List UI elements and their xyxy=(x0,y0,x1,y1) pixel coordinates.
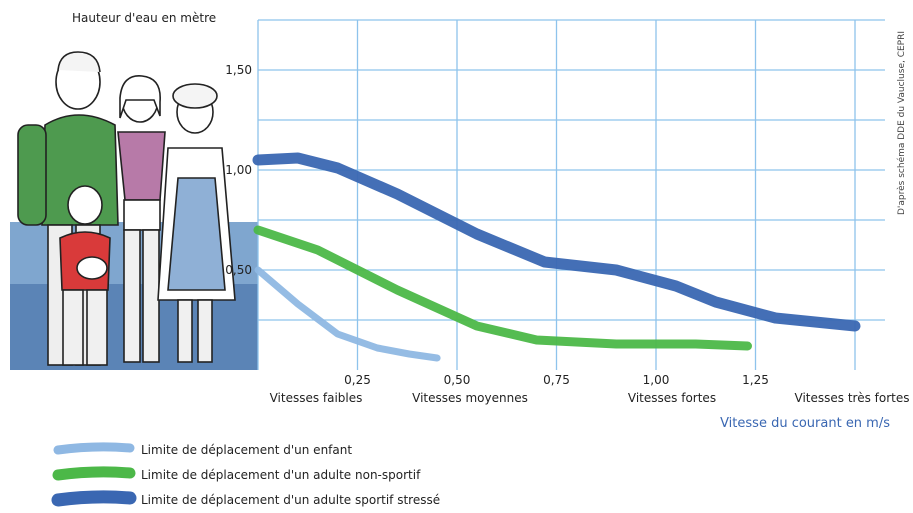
speed-zone-label: Vitesses très fortes xyxy=(795,391,910,405)
legend-swatch xyxy=(52,466,136,481)
y-tick-label: 1,00 xyxy=(225,163,252,177)
series-line xyxy=(253,225,752,351)
series-line xyxy=(254,266,441,362)
x-tick-label: 0,75 xyxy=(543,373,570,387)
credit-text: D'après schéma DDE du Vaucluse, CEPRI xyxy=(896,31,907,215)
speed-zone-labels: Vitesses faibles Vitesses moyennes Vitesse… xyxy=(270,391,910,405)
x-tick-label: 0,25 xyxy=(344,373,371,387)
x-tick-label: 0,50 xyxy=(444,373,471,387)
legend-label: Limite de déplacement d'un adulte non-sp… xyxy=(141,468,421,482)
series-line xyxy=(252,152,861,332)
legend: Limite de déplacement d'un enfant Limite … xyxy=(51,442,440,507)
legend-swatch xyxy=(51,490,137,507)
legend-label: Limite de déplacement d'un enfant xyxy=(141,443,352,457)
woman-figure xyxy=(117,75,166,363)
speed-zone-label: Vitesses faibles xyxy=(270,391,363,405)
x-axis-label: Vitesse du courant en m/s xyxy=(720,416,890,431)
child-figure xyxy=(59,185,111,366)
y-axis-ticks: 0,501,001,502,00 xyxy=(225,63,252,277)
x-tick-label: 1,25 xyxy=(742,373,769,387)
x-tick-label: 1,00 xyxy=(643,373,670,387)
speed-zone-label: Vitesses fortes xyxy=(628,391,716,405)
speed-zone-label: Vitesses moyennes xyxy=(412,391,528,405)
x-axis-ticks: 0,25 0,50 0,75 1,00 1,25 xyxy=(344,373,769,387)
y-axis-label: Hauteur d'eau en mètre xyxy=(72,11,216,25)
legend-label: Limite de déplacement d'un adulte sporti… xyxy=(141,493,440,507)
legend-swatch xyxy=(53,442,135,455)
y-tick-label: 1,50 xyxy=(225,63,252,77)
y-tick-label: 0,50 xyxy=(225,263,252,277)
family-illustration xyxy=(10,51,258,370)
series-layer xyxy=(252,152,861,362)
grandmother-figure xyxy=(157,83,236,363)
